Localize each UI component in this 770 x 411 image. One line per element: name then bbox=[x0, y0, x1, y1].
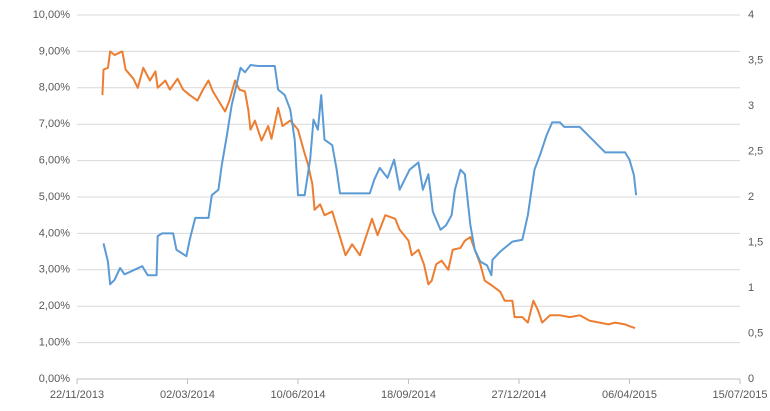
y-tick-label: 10,00% bbox=[33, 9, 71, 21]
y-tick-label: 8,00% bbox=[39, 82, 70, 94]
x-tick-label: 02/03/2014 bbox=[160, 389, 215, 401]
y2-tick-label: 1 bbox=[748, 282, 754, 294]
y2-tick-label: 0 bbox=[748, 373, 754, 385]
x-tick-label: 06/04/2015 bbox=[602, 389, 657, 401]
y2-tick-label: 0,5 bbox=[748, 327, 763, 339]
series-line bbox=[101, 50, 636, 329]
y2-tick-label: 3,5 bbox=[748, 54, 763, 66]
x-tick-label: 27/12/2014 bbox=[491, 389, 546, 401]
y2-tick-label: 4 bbox=[748, 9, 754, 21]
y-tick-label: 9,00% bbox=[39, 45, 70, 57]
y2-tick-label: 2 bbox=[748, 191, 754, 203]
y2-tick-label: 2,5 bbox=[748, 145, 763, 157]
y-tick-label: 5,00% bbox=[39, 191, 70, 203]
y-tick-label: 6,00% bbox=[39, 155, 70, 167]
y-tick-label: 0,00% bbox=[39, 373, 70, 385]
y2-tick-label: 3 bbox=[748, 100, 754, 112]
x-tick-label: 18/09/2014 bbox=[381, 389, 436, 401]
y-tick-label: 1,00% bbox=[39, 337, 70, 349]
y-tick-label: 7,00% bbox=[39, 118, 70, 130]
y-tick-label: 2,00% bbox=[39, 300, 70, 312]
x-tick-label: 22/11/2013 bbox=[50, 389, 104, 401]
series-line bbox=[102, 64, 638, 286]
y-tick-label: 3,00% bbox=[39, 264, 70, 276]
x-tick-label: 10/06/2014 bbox=[270, 389, 325, 401]
y-tick-label: 4,00% bbox=[39, 227, 70, 239]
x-tick-label: 15/07/2015 bbox=[712, 389, 767, 401]
y2-tick-label: 1,5 bbox=[748, 236, 763, 248]
